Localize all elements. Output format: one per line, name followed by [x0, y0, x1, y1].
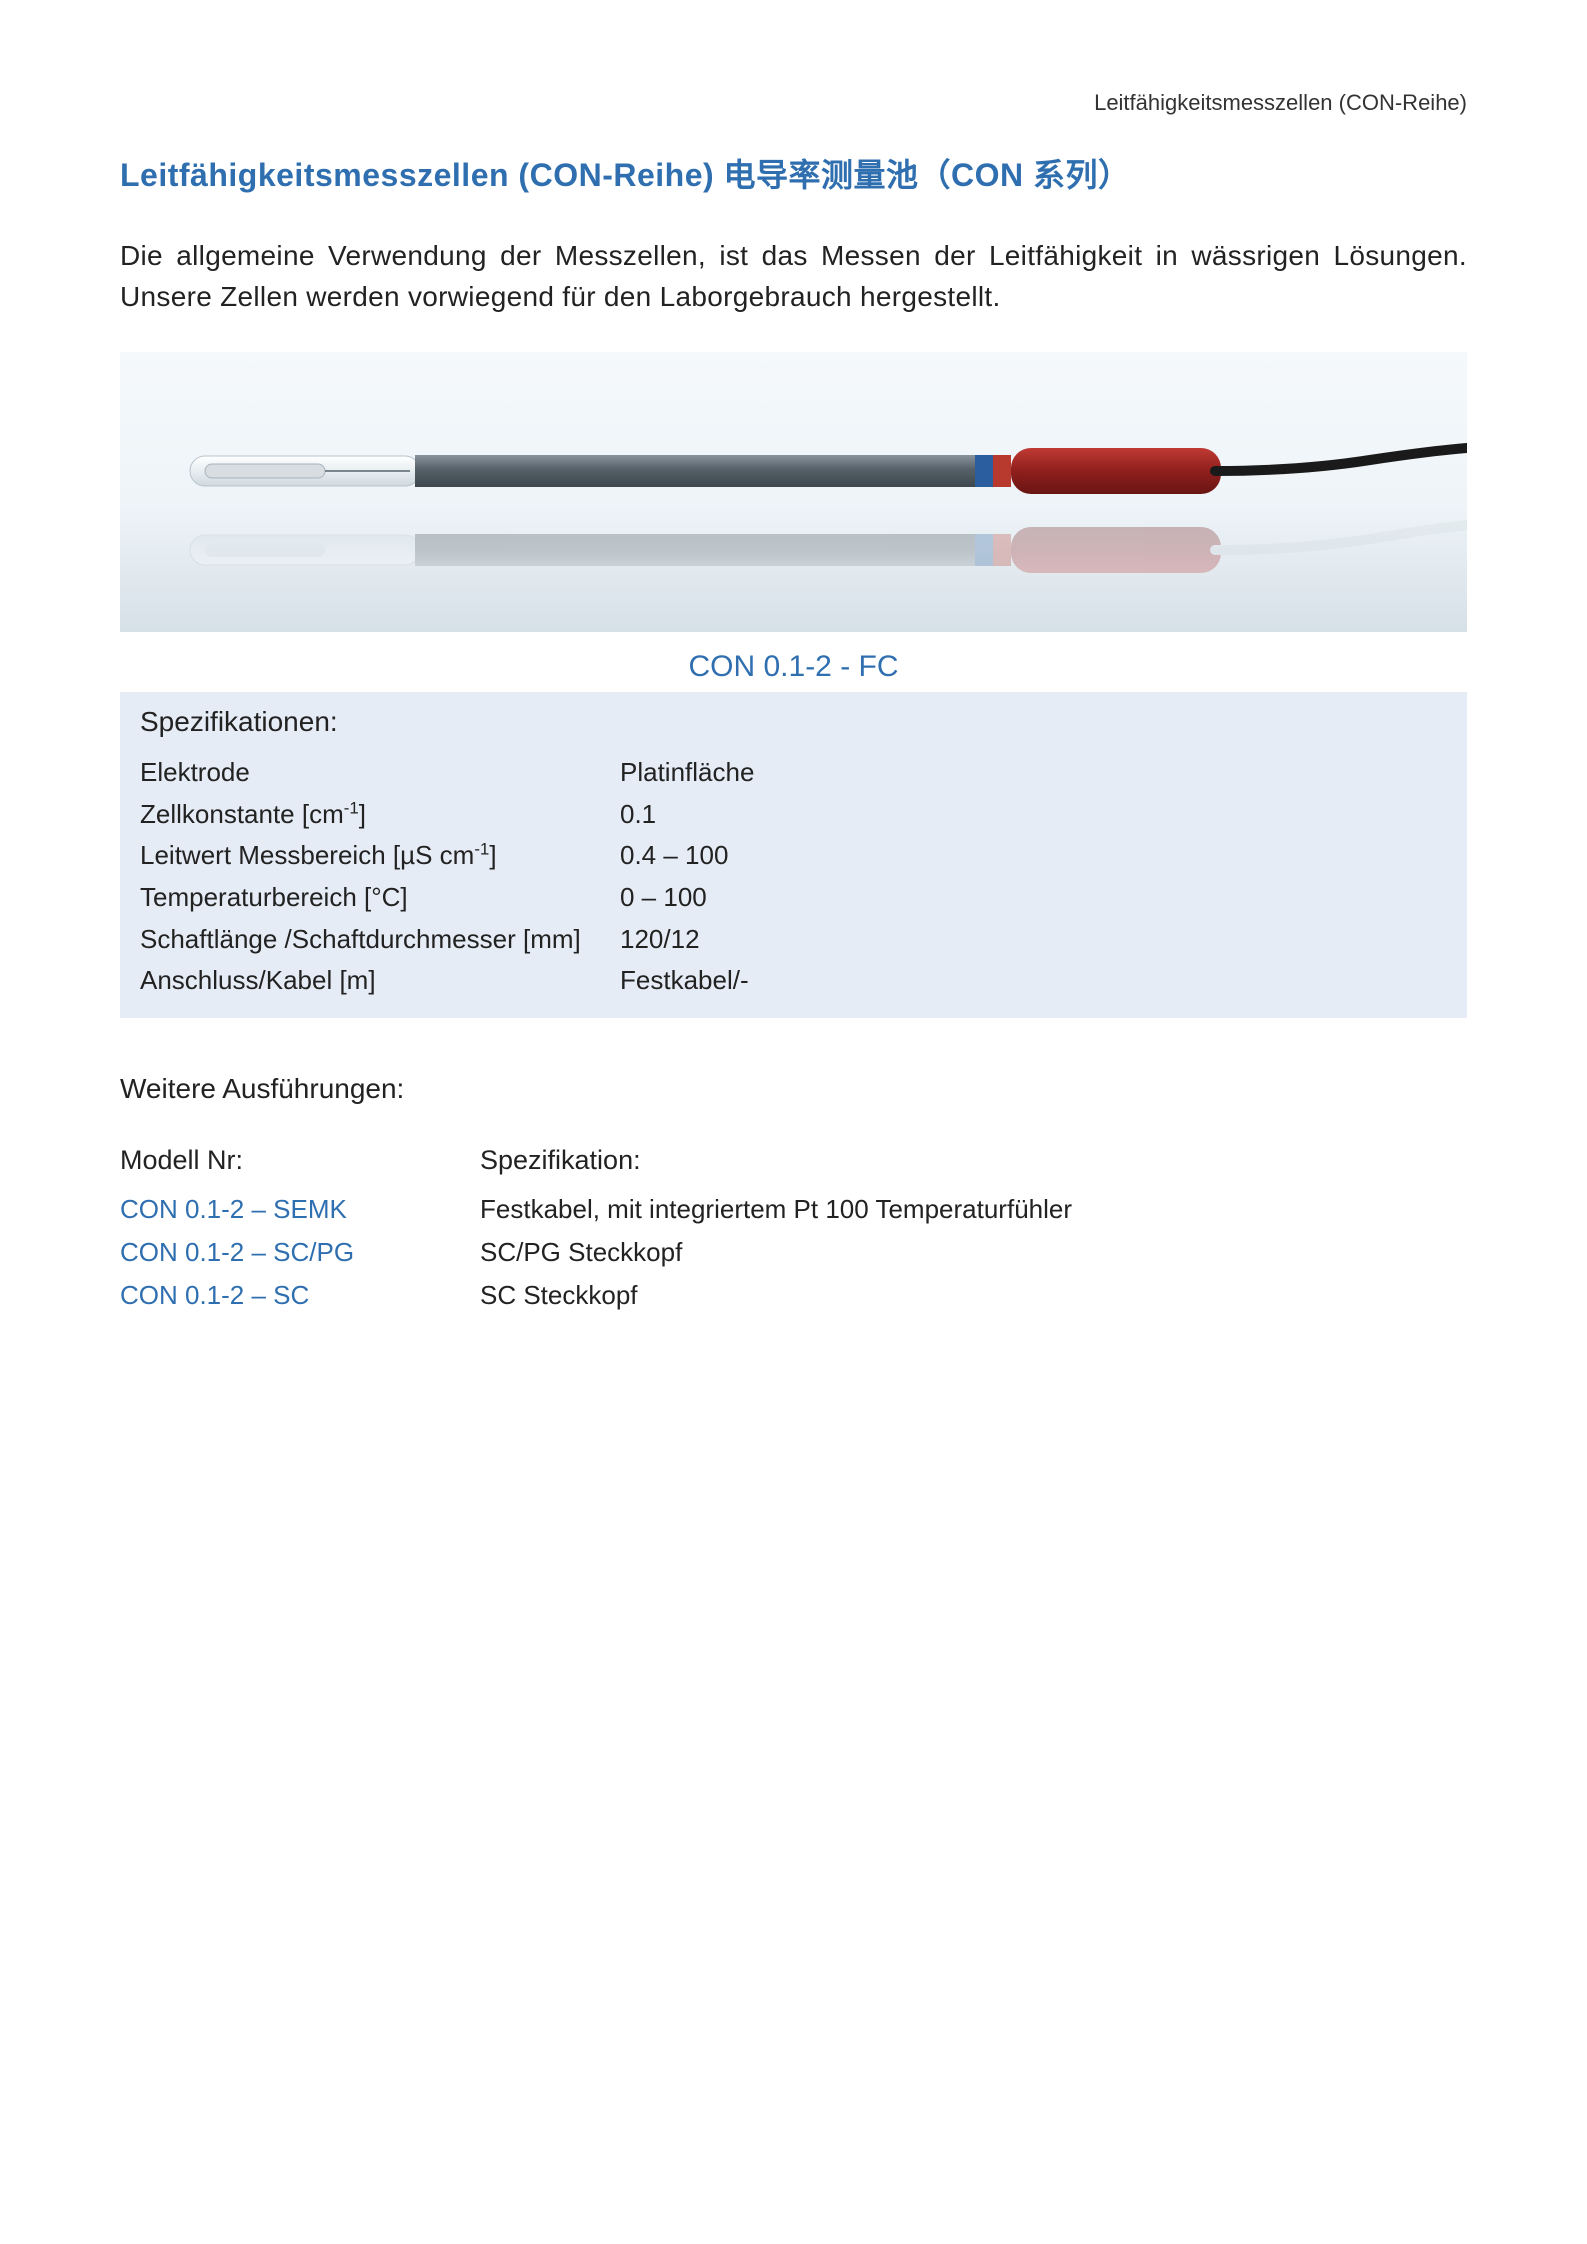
spec-label-post: ]: [359, 799, 366, 829]
model-number: CON 0.1-2 – SEMK: [120, 1188, 480, 1231]
spec-value: 0.4 – 100: [620, 835, 1447, 877]
model-spec: SC Steckkopf: [480, 1274, 1467, 1317]
spec-value: 0.1: [620, 794, 1447, 836]
running-title: Leitfähigkeitsmesszellen (CON-Reihe): [1094, 90, 1467, 116]
model-spec: SC/PG Steckkopf: [480, 1231, 1467, 1274]
model-row: CON 0.1-2 – SC/PG SC/PG Steckkopf: [120, 1231, 1467, 1274]
spec-row: Anschluss/Kabel [m] Festkabel/-: [140, 960, 1447, 1002]
model-col-header: Modell Nr:: [120, 1145, 480, 1176]
spec-row: Leitwert Messbereich [µS cm-1] 0.4 – 100: [140, 835, 1447, 877]
spec-label: Temperaturbereich [°C]: [140, 877, 620, 919]
page: Leitfähigkeitsmesszellen (CON-Reihe) Lei…: [0, 0, 1587, 2244]
product-image: [120, 352, 1467, 632]
spec-label-post: ]: [489, 840, 496, 870]
page-title: Leitfähigkeitsmesszellen (CON-Reihe) 电导率…: [120, 150, 1467, 196]
spec-row: Temperaturbereich [°C] 0 – 100: [140, 877, 1447, 919]
spec-label-sup: -1: [474, 840, 489, 859]
probe-illustration: [120, 352, 1467, 632]
spec-label: Zellkonstante [cm-1]: [140, 794, 620, 836]
spec-label-text: Zellkonstante [cm: [140, 799, 344, 829]
spec-label: Schaftlänge /Schaftdurchmesser [mm]: [140, 919, 620, 961]
spec-value: 120/12: [620, 919, 1447, 961]
spec-label-text: Leitwert Messbereich [µS cm: [140, 840, 474, 870]
spec-label-sup: -1: [344, 798, 359, 817]
product-name: CON 0.1-2 - FC: [120, 650, 1467, 684]
spec-row: Zellkonstante [cm-1] 0.1: [140, 794, 1447, 836]
spec-value: Festkabel/-: [620, 960, 1447, 1002]
model-row: CON 0.1-2 – SC SC Steckkopf: [120, 1274, 1467, 1317]
spec-value: Platinfläche: [620, 752, 1447, 794]
model-row: CON 0.1-2 – SEMK Festkabel, mit integrie…: [120, 1188, 1467, 1231]
spec-label-text: Anschluss/Kabel [m]: [140, 965, 376, 995]
further-heading: Weitere Ausführungen:: [120, 1073, 1467, 1105]
spec-box: Spezifikationen: Elektrode Platinfläche …: [120, 692, 1467, 1018]
spec-header: Spezifikationen:: [140, 706, 1447, 738]
spec-label: Leitwert Messbereich [µS cm-1]: [140, 835, 620, 877]
spec-row: Schaftlänge /Schaftdurchmesser [mm] 120/…: [140, 919, 1447, 961]
spec-label-text: Elektrode: [140, 757, 250, 787]
spec-label-text: Temperaturbereich [°C]: [140, 882, 408, 912]
spec-row: Elektrode Platinfläche: [140, 752, 1447, 794]
model-number: CON 0.1-2 – SC: [120, 1274, 480, 1317]
model-number: CON 0.1-2 – SC/PG: [120, 1231, 480, 1274]
intro-paragraph: Die allgemeine Verwendung der Messzellen…: [120, 236, 1467, 317]
spec-label: Elektrode: [140, 752, 620, 794]
spec-label-text: Schaftlänge /Schaftdurchmesser [mm]: [140, 924, 581, 954]
model-table: Modell Nr: Spezifikation: CON 0.1-2 – SE…: [120, 1145, 1467, 1317]
spec-value: 0 – 100: [620, 877, 1447, 919]
spec-col-header: Spezifikation:: [480, 1145, 641, 1176]
model-table-head: Modell Nr: Spezifikation:: [120, 1145, 1467, 1176]
model-spec: Festkabel, mit integriertem Pt 100 Tempe…: [480, 1188, 1467, 1231]
spec-label: Anschluss/Kabel [m]: [140, 960, 620, 1002]
